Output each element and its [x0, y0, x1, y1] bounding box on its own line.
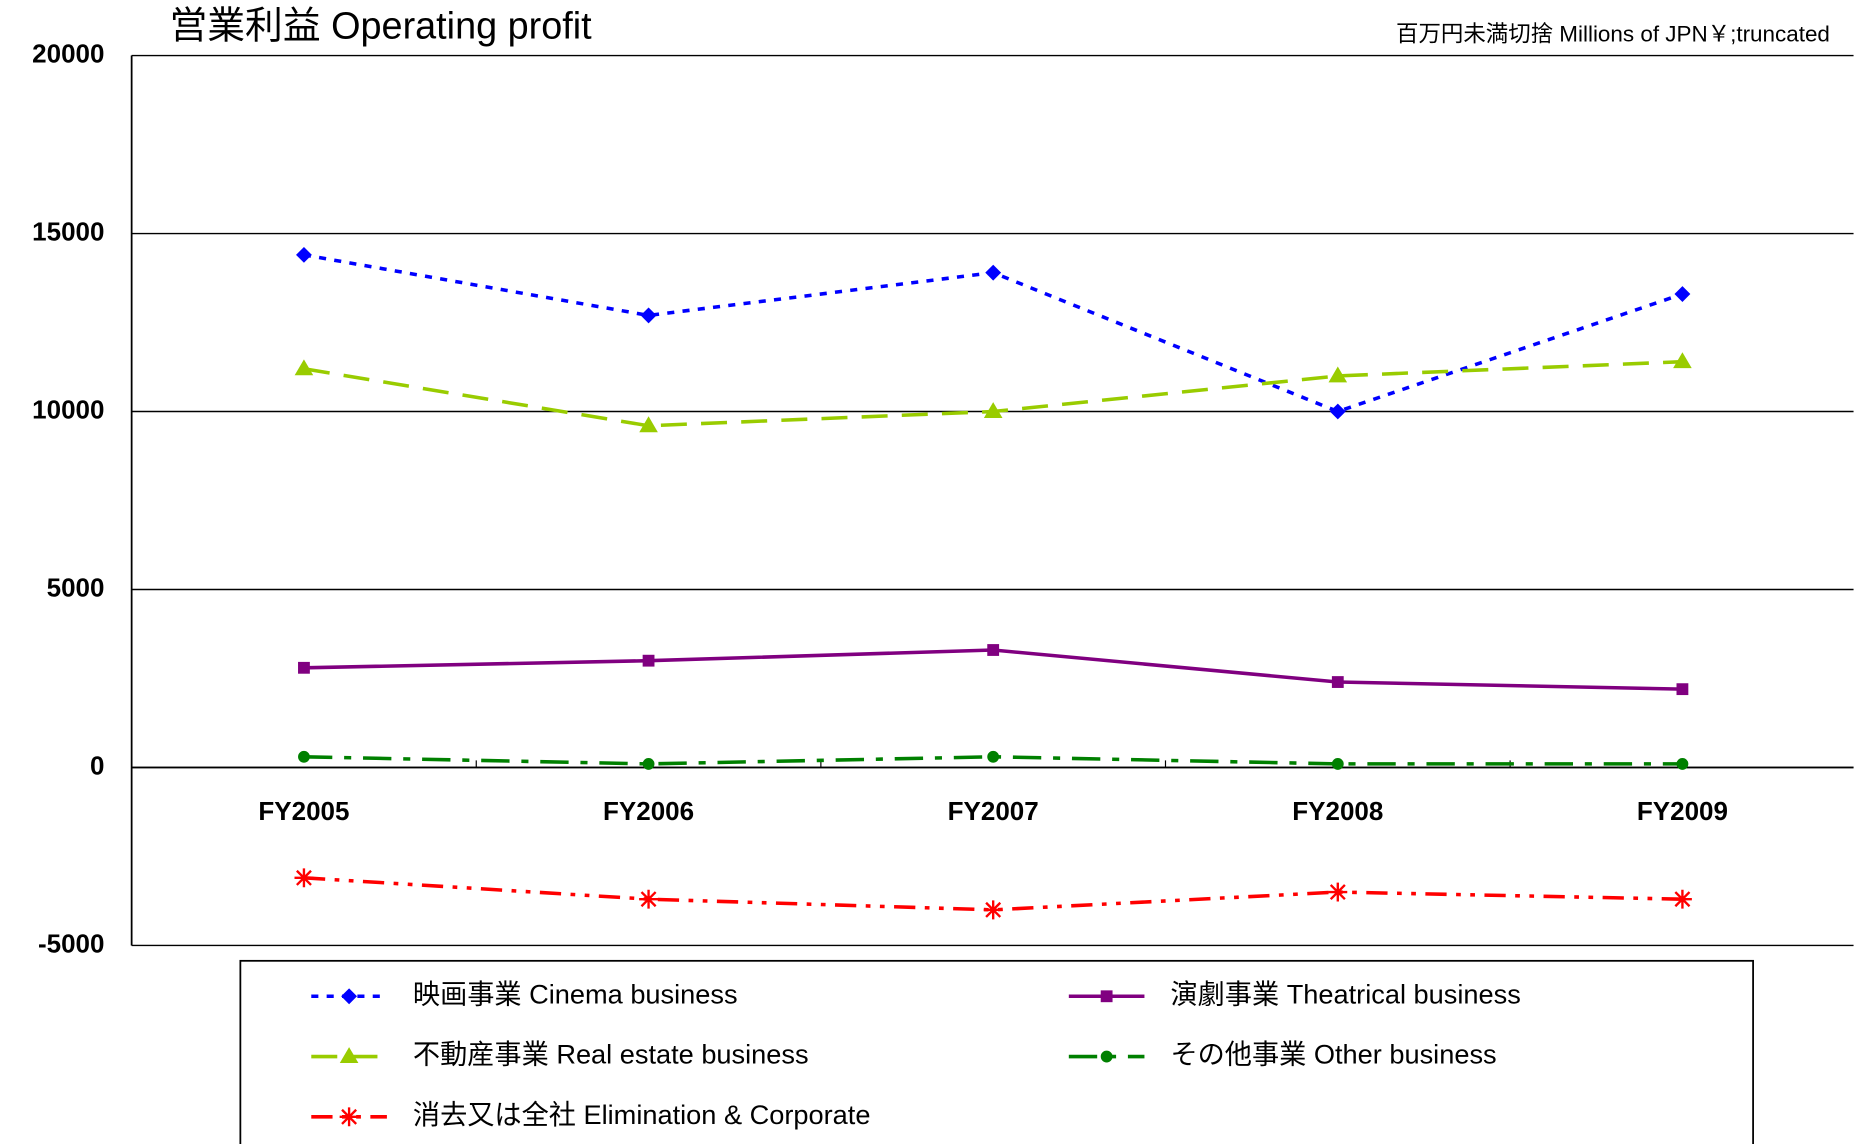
y-tick-label: -5000 — [38, 928, 104, 958]
legend-label: 映画事業 Cinema business — [413, 978, 738, 1009]
marker — [341, 988, 358, 1005]
marker — [1676, 758, 1689, 770]
marker — [294, 868, 314, 888]
marker — [298, 661, 310, 674]
legend-box — [239, 959, 1754, 1144]
marker — [983, 402, 1003, 419]
marker — [639, 889, 659, 909]
marker — [1328, 882, 1348, 902]
marker — [1673, 352, 1692, 369]
marker — [1329, 403, 1346, 420]
legend-label: その他事業 Other business — [1170, 1039, 1496, 1070]
marker — [983, 900, 1003, 920]
marker — [1100, 990, 1113, 1003]
marker — [294, 359, 314, 376]
marker — [296, 246, 312, 263]
marker — [1331, 676, 1344, 688]
chart-title: 営業利益 Operating profit — [169, 5, 592, 47]
y-tick-label: 20000 — [32, 38, 104, 68]
marker — [1100, 1050, 1113, 1063]
marker — [642, 654, 655, 667]
x-tick-label: FY2005 — [258, 796, 349, 826]
x-tick-label: FY2008 — [1292, 796, 1383, 826]
marker — [985, 264, 1002, 281]
y-tick-label: 10000 — [32, 394, 104, 424]
series-line — [303, 755, 1683, 766]
y-tick-label: 15000 — [32, 216, 104, 246]
marker — [1674, 286, 1691, 302]
y-tick-label: 5000 — [47, 572, 105, 602]
x-tick-label: FY2009 — [1637, 796, 1728, 826]
x-tick-label: FY2007 — [948, 796, 1039, 826]
marker — [639, 416, 658, 433]
marker — [1672, 889, 1692, 909]
marker — [640, 307, 657, 324]
legend-label: 消去又は全社 Elimination & Corporate — [413, 1099, 871, 1130]
marker — [642, 758, 655, 770]
marker — [339, 1107, 359, 1127]
x-tick-label: FY2006 — [603, 796, 694, 826]
marker — [987, 750, 1000, 763]
marker — [339, 1047, 359, 1064]
marker — [1328, 366, 1348, 383]
marker — [1676, 683, 1689, 696]
marker — [987, 644, 1000, 656]
marker — [1331, 758, 1344, 770]
marker — [298, 750, 310, 763]
chart-subtitle: 百万円未満切捨 Millions of JPN￥;truncated — [1396, 21, 1830, 46]
y-tick-label: 0 — [90, 750, 104, 780]
legend-label: 不動産事業 Real estate business — [413, 1039, 809, 1070]
legend-label: 演劇事業 Theatrical business — [1170, 978, 1520, 1009]
